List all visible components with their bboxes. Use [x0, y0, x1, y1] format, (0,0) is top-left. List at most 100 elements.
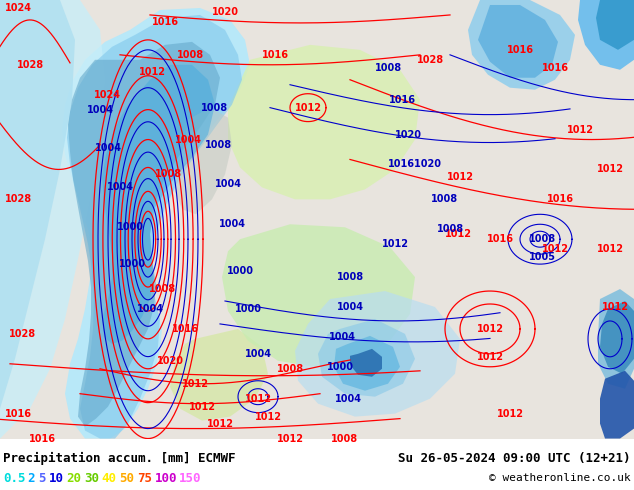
- Text: 1012: 1012: [188, 402, 216, 412]
- Polygon shape: [180, 0, 634, 439]
- Text: 1000: 1000: [235, 304, 261, 314]
- Text: 1012: 1012: [496, 409, 524, 418]
- Text: 10: 10: [49, 472, 64, 485]
- Text: 1004: 1004: [328, 332, 356, 342]
- Polygon shape: [67, 15, 242, 439]
- Text: 0.5: 0.5: [3, 472, 25, 485]
- Text: 1016: 1016: [152, 17, 179, 27]
- Polygon shape: [478, 5, 558, 78]
- Text: 2: 2: [27, 472, 35, 485]
- Polygon shape: [334, 336, 400, 391]
- Text: 1016: 1016: [486, 234, 514, 244]
- Text: 1008: 1008: [202, 102, 229, 113]
- Text: 75: 75: [137, 472, 152, 485]
- Text: 1012: 1012: [181, 379, 209, 389]
- Text: 1004: 1004: [219, 219, 245, 229]
- Text: 1008: 1008: [276, 364, 304, 374]
- Text: 100: 100: [155, 472, 177, 485]
- Polygon shape: [0, 0, 105, 439]
- Text: 1008: 1008: [204, 140, 231, 149]
- Polygon shape: [62, 8, 250, 439]
- Text: 1012: 1012: [477, 352, 503, 362]
- Text: 1028: 1028: [4, 195, 32, 204]
- Text: 1012: 1012: [382, 239, 408, 249]
- Text: 1016: 1016: [172, 324, 198, 334]
- Polygon shape: [102, 65, 215, 344]
- Text: 1016: 1016: [541, 63, 569, 73]
- Text: 1008: 1008: [337, 272, 363, 282]
- Polygon shape: [228, 45, 420, 199]
- Text: 1008: 1008: [332, 434, 359, 443]
- Text: 1004: 1004: [94, 143, 122, 152]
- Text: 1004: 1004: [214, 179, 242, 190]
- Text: 20: 20: [67, 472, 82, 485]
- Text: 1012: 1012: [541, 244, 569, 254]
- Text: 1012: 1012: [597, 165, 623, 174]
- Polygon shape: [68, 42, 220, 427]
- Text: 1008: 1008: [528, 234, 555, 244]
- Text: © weatheronline.co.uk: © weatheronline.co.uk: [489, 473, 631, 483]
- Polygon shape: [175, 108, 232, 214]
- Text: 5: 5: [38, 472, 46, 485]
- Text: 1012: 1012: [444, 229, 472, 239]
- Polygon shape: [170, 329, 268, 420]
- Polygon shape: [295, 291, 460, 416]
- Text: 40: 40: [102, 472, 117, 485]
- Text: 1008: 1008: [375, 63, 401, 73]
- Text: 1028: 1028: [8, 329, 36, 339]
- Text: 1008: 1008: [432, 195, 458, 204]
- Text: 1012: 1012: [254, 412, 281, 421]
- Polygon shape: [222, 224, 415, 367]
- Text: 1008: 1008: [148, 284, 176, 294]
- Text: 1000: 1000: [119, 259, 145, 269]
- Text: 10161020: 10161020: [388, 159, 442, 170]
- Polygon shape: [468, 0, 575, 90]
- Text: 1012: 1012: [138, 67, 165, 77]
- Text: 1004: 1004: [335, 393, 361, 404]
- Text: 1028: 1028: [16, 60, 44, 70]
- Text: 1012: 1012: [477, 324, 503, 334]
- Text: 1012: 1012: [207, 418, 233, 429]
- Polygon shape: [598, 289, 634, 389]
- Text: 1016: 1016: [547, 195, 574, 204]
- Text: 50: 50: [119, 472, 134, 485]
- Polygon shape: [596, 0, 634, 50]
- Text: 1004: 1004: [174, 135, 202, 145]
- Polygon shape: [350, 349, 382, 377]
- Text: 1020: 1020: [212, 7, 238, 17]
- Text: 1012: 1012: [597, 244, 623, 254]
- Text: Su 26-05-2024 09:00 UTC (12+21): Su 26-05-2024 09:00 UTC (12+21): [399, 452, 631, 466]
- Text: 1004: 1004: [86, 105, 113, 115]
- Polygon shape: [600, 301, 634, 374]
- Text: 1004: 1004: [245, 349, 271, 359]
- Text: 1016: 1016: [507, 45, 533, 55]
- Text: 1012: 1012: [602, 302, 628, 312]
- Text: 1008: 1008: [176, 50, 204, 60]
- Polygon shape: [578, 0, 634, 70]
- Text: 1024: 1024: [4, 3, 32, 13]
- Text: 1012: 1012: [245, 393, 271, 404]
- Text: 30: 30: [84, 472, 99, 485]
- Text: 1016: 1016: [29, 434, 56, 443]
- Text: 1012: 1012: [295, 102, 321, 113]
- Text: 1000: 1000: [117, 222, 143, 232]
- Text: 1008: 1008: [155, 170, 181, 179]
- Text: 1005: 1005: [529, 252, 555, 262]
- Polygon shape: [0, 0, 75, 409]
- Text: 1012: 1012: [446, 172, 474, 182]
- Polygon shape: [0, 0, 185, 439]
- Text: 1016: 1016: [4, 409, 32, 418]
- Text: 1020: 1020: [394, 129, 422, 140]
- Text: 150: 150: [179, 472, 202, 485]
- Polygon shape: [600, 371, 634, 439]
- Text: 1004: 1004: [107, 182, 134, 193]
- Text: 1016: 1016: [261, 50, 288, 60]
- Text: Precipitation accum. [mm] ECMWF: Precipitation accum. [mm] ECMWF: [3, 452, 235, 466]
- Polygon shape: [318, 319, 415, 397]
- Text: 200: 200: [204, 472, 226, 485]
- Text: 1000: 1000: [226, 266, 254, 276]
- Text: 1016: 1016: [389, 95, 415, 105]
- Text: 1024: 1024: [93, 90, 120, 99]
- Text: 1000: 1000: [327, 362, 354, 372]
- Text: 1012: 1012: [567, 124, 593, 135]
